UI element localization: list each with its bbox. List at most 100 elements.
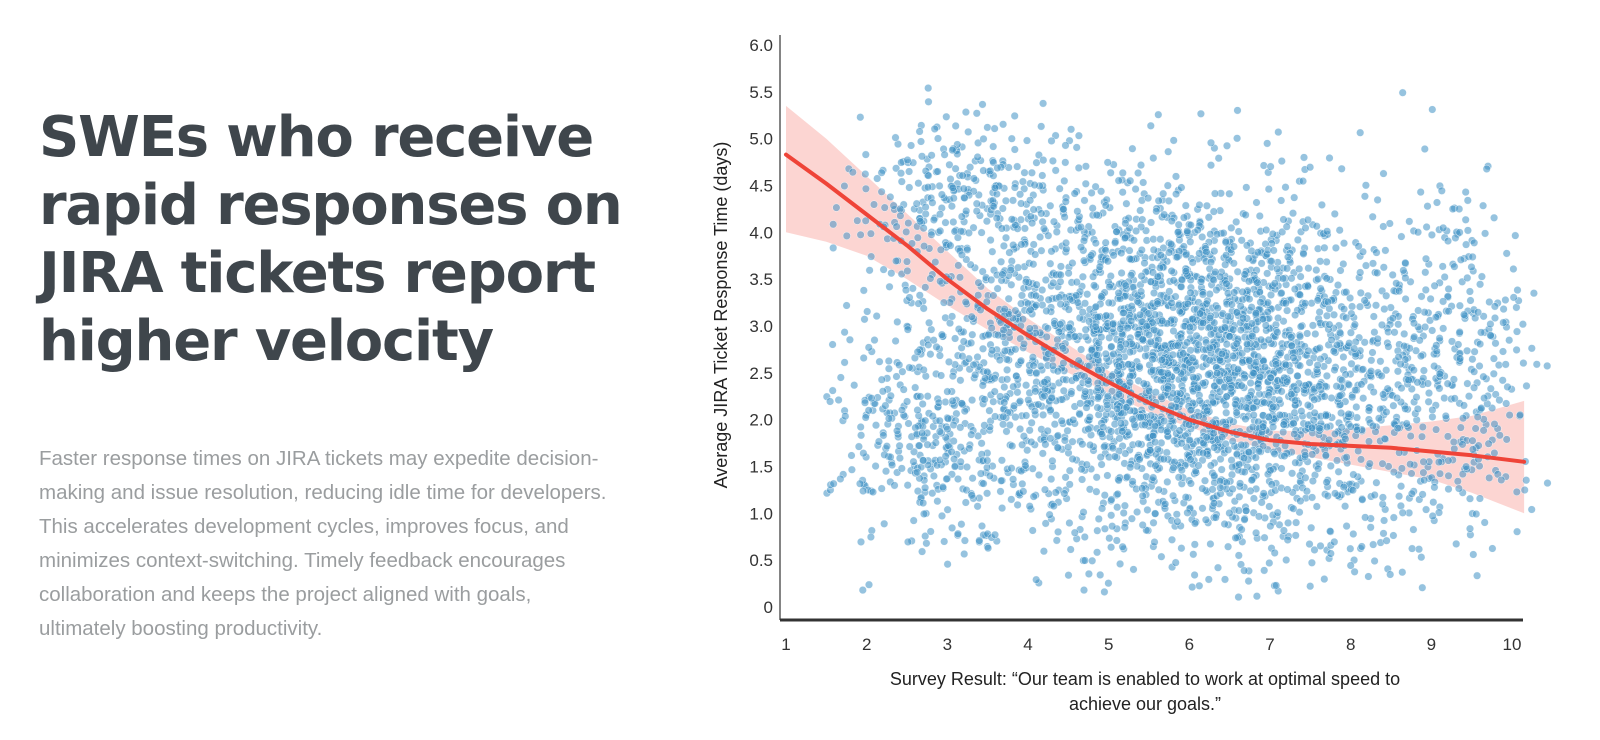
data-point	[1156, 263, 1165, 272]
data-point	[912, 199, 921, 208]
data-point	[1010, 145, 1019, 154]
data-point	[1347, 359, 1356, 368]
x-axis-label-line-2: achieve our goals.”	[1069, 694, 1221, 714]
data-point	[1491, 339, 1500, 348]
data-point	[1142, 236, 1151, 245]
data-point	[828, 386, 837, 395]
data-point	[969, 174, 978, 183]
data-point	[1259, 161, 1268, 170]
data-point	[1346, 561, 1355, 570]
data-point	[975, 536, 984, 545]
data-point	[861, 184, 870, 193]
data-point	[1435, 334, 1444, 343]
data-point	[1096, 570, 1105, 579]
data-point	[1323, 311, 1332, 320]
data-point	[1477, 328, 1486, 337]
data-point	[1430, 362, 1439, 371]
data-point	[836, 474, 845, 483]
data-point	[1490, 302, 1499, 311]
data-point	[1221, 260, 1230, 269]
data-point	[1189, 373, 1198, 382]
data-point	[1308, 321, 1317, 330]
data-point	[909, 447, 918, 456]
data-point	[1121, 219, 1130, 228]
data-point	[1103, 471, 1112, 480]
data-point	[1136, 413, 1145, 422]
data-point	[845, 335, 854, 344]
data-point	[1149, 473, 1158, 482]
data-point	[1012, 372, 1021, 381]
text-column: SWEs who receive rapid responses on JIRA…	[39, 104, 699, 646]
data-point	[1149, 235, 1158, 244]
x-tick-label: 3	[943, 635, 952, 654]
data-point	[905, 442, 914, 451]
data-point	[903, 481, 912, 490]
data-point	[1186, 237, 1195, 246]
data-point	[1044, 231, 1053, 240]
data-point	[1253, 248, 1262, 257]
data-point	[1081, 162, 1090, 171]
data-point	[1301, 299, 1310, 308]
data-point	[1222, 408, 1231, 417]
data-point	[991, 183, 1000, 192]
data-point	[1315, 382, 1324, 391]
data-point	[905, 183, 914, 192]
data-point	[990, 374, 999, 383]
data-point	[1404, 376, 1413, 385]
data-point	[1265, 559, 1274, 568]
data-point	[1082, 460, 1091, 469]
data-point	[1160, 210, 1169, 219]
data-point	[1031, 250, 1040, 259]
data-point	[847, 451, 856, 460]
data-point	[1410, 332, 1419, 341]
data-point	[1206, 461, 1215, 470]
data-point	[923, 392, 932, 401]
data-point	[1316, 541, 1325, 550]
data-point	[1038, 217, 1047, 226]
data-point	[913, 468, 922, 477]
data-point	[1240, 270, 1249, 279]
data-point	[1073, 298, 1082, 307]
data-point	[1369, 312, 1378, 321]
data-point	[829, 243, 838, 252]
data-point	[1332, 382, 1341, 391]
data-point	[1289, 504, 1298, 513]
data-point	[1137, 287, 1146, 296]
data-point	[926, 350, 935, 359]
data-point	[963, 463, 972, 472]
data-point	[1037, 122, 1046, 131]
data-point	[953, 529, 962, 538]
data-point	[1209, 207, 1218, 216]
data-point	[1122, 199, 1131, 208]
data-point	[1070, 189, 1079, 198]
data-point	[1349, 470, 1358, 479]
data-point	[1286, 366, 1295, 375]
data-point	[1255, 211, 1264, 220]
data-point	[1198, 484, 1207, 493]
data-point	[929, 215, 938, 224]
data-point	[1421, 285, 1430, 294]
data-point	[1428, 412, 1437, 421]
data-point	[1502, 399, 1511, 408]
data-point	[1069, 416, 1078, 425]
data-point	[1172, 189, 1181, 198]
data-point	[1028, 219, 1037, 228]
data-point	[1026, 196, 1035, 205]
data-point	[1234, 551, 1243, 560]
data-point	[948, 396, 957, 405]
data-point	[1153, 299, 1162, 308]
data-point	[856, 423, 865, 432]
data-point	[989, 142, 998, 151]
data-point	[1216, 272, 1225, 281]
data-point	[1043, 426, 1052, 435]
data-point	[1501, 360, 1510, 369]
data-point	[1499, 318, 1508, 327]
data-point	[1225, 375, 1234, 384]
data-point	[1291, 396, 1300, 405]
data-point	[948, 372, 957, 381]
data-point	[994, 331, 1003, 340]
data-point	[1212, 286, 1221, 295]
data-point	[967, 491, 976, 500]
data-point	[885, 282, 894, 291]
axes-layer: 00.51.01.52.02.53.03.54.04.55.05.56.01 2 3…	[749, 35, 1523, 654]
